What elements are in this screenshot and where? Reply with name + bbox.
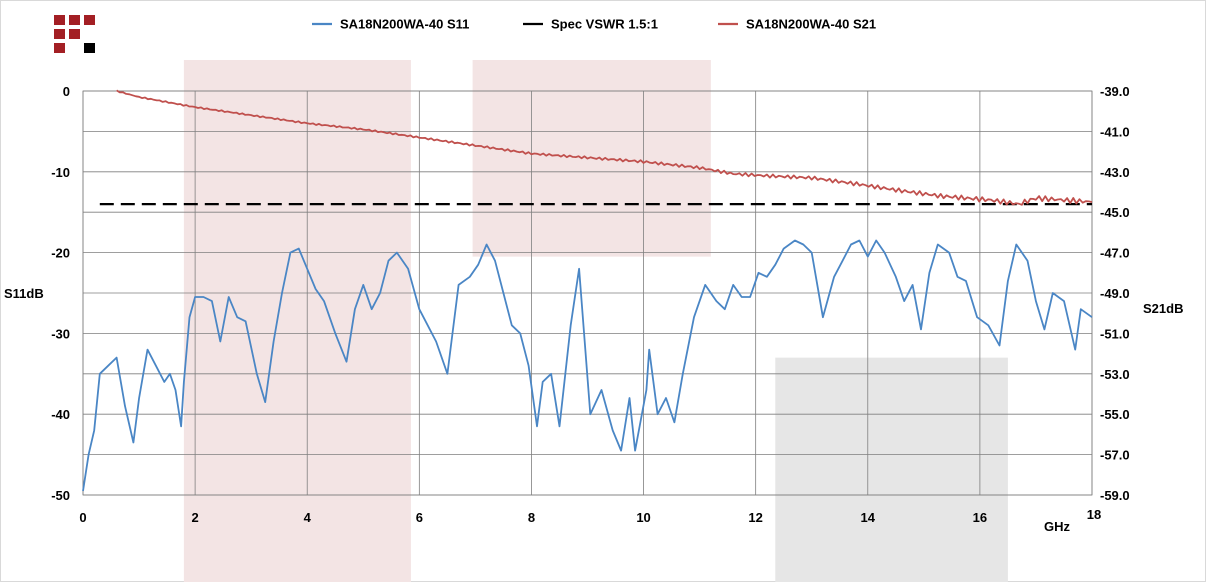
x-tick-label-3: 6 bbox=[416, 510, 423, 525]
left-tick-label-4: -40 bbox=[51, 407, 70, 422]
logo-square-5 bbox=[54, 43, 65, 53]
left-tick-label-5: -50 bbox=[51, 488, 70, 503]
left-tick-label-1: -10 bbox=[51, 165, 70, 180]
left-tick-label-2: -20 bbox=[51, 246, 70, 261]
right-tick-label-6: -51.0 bbox=[1100, 326, 1130, 341]
x-tick-label-5: 10 bbox=[636, 510, 650, 525]
left-axis-label: S11dB bbox=[4, 286, 44, 301]
legend-label-0: SA18N200WA-40 S11 bbox=[340, 17, 469, 32]
right-tick-label-10: -59.0 bbox=[1100, 488, 1130, 503]
left-tick-label-3: -30 bbox=[51, 326, 70, 341]
right-tick-label-5: -49.0 bbox=[1100, 286, 1130, 301]
x-tick-label-7: 14 bbox=[861, 510, 876, 525]
right-tick-label-4: -47.0 bbox=[1100, 246, 1130, 261]
right-tick-label-0: -39.0 bbox=[1100, 84, 1130, 99]
right-tick-label-2: -43.0 bbox=[1100, 165, 1130, 180]
highlight-band-2 bbox=[775, 357, 1008, 582]
left-tick-label-0: 0 bbox=[63, 84, 70, 99]
x-tick-label-2: 4 bbox=[304, 510, 312, 525]
plot-frame bbox=[82, 90, 1093, 496]
legend-label-2: SA18N200WA-40 S21 bbox=[746, 17, 876, 32]
x-tick-label-9: 18 bbox=[1087, 507, 1101, 522]
x-tick-label-8: 16 bbox=[973, 510, 987, 525]
logo-square-0 bbox=[54, 15, 65, 25]
x-axis-unit-label: GHz bbox=[1044, 519, 1071, 534]
highlight-band-0 bbox=[183, 60, 411, 582]
x-tick-label-1: 2 bbox=[191, 510, 198, 525]
legend-label-1: Spec VSWR 1.5:1 bbox=[551, 17, 658, 32]
logo-square-4 bbox=[69, 29, 80, 39]
logo-square-3 bbox=[54, 29, 65, 39]
x-tick-label-0: 0 bbox=[79, 510, 86, 525]
series-line-2 bbox=[116, 89, 1093, 206]
x-tick-label-4: 8 bbox=[528, 510, 535, 525]
right-tick-label-3: -45.0 bbox=[1100, 205, 1130, 220]
grid-lines bbox=[82, 90, 1093, 496]
right-tick-label-7: -53.0 bbox=[1100, 367, 1130, 382]
right-tick-label-9: -57.0 bbox=[1100, 448, 1130, 463]
axes: 0 -10 -20 -30 -40 -50 -39.0 -41.0 -43.0 -45.0 -47.… bbox=[4, 84, 1183, 534]
logo-square-6 bbox=[84, 43, 95, 53]
company-logo-icon bbox=[54, 15, 95, 53]
logo-square-1 bbox=[69, 15, 80, 25]
right-tick-label-1: -41.0 bbox=[1100, 124, 1130, 139]
right-tick-label-8: -55.0 bbox=[1100, 407, 1130, 422]
x-tick-label-6: 12 bbox=[748, 510, 762, 525]
series-line-0 bbox=[82, 239, 1093, 492]
legend: SA18N200WA-40 S11 Spec VSWR 1.5:1 SA18N200… bbox=[312, 17, 876, 32]
series-lines bbox=[82, 89, 1093, 492]
logo-square-2 bbox=[84, 15, 95, 25]
right-axis-label: S21dB bbox=[1143, 301, 1183, 316]
